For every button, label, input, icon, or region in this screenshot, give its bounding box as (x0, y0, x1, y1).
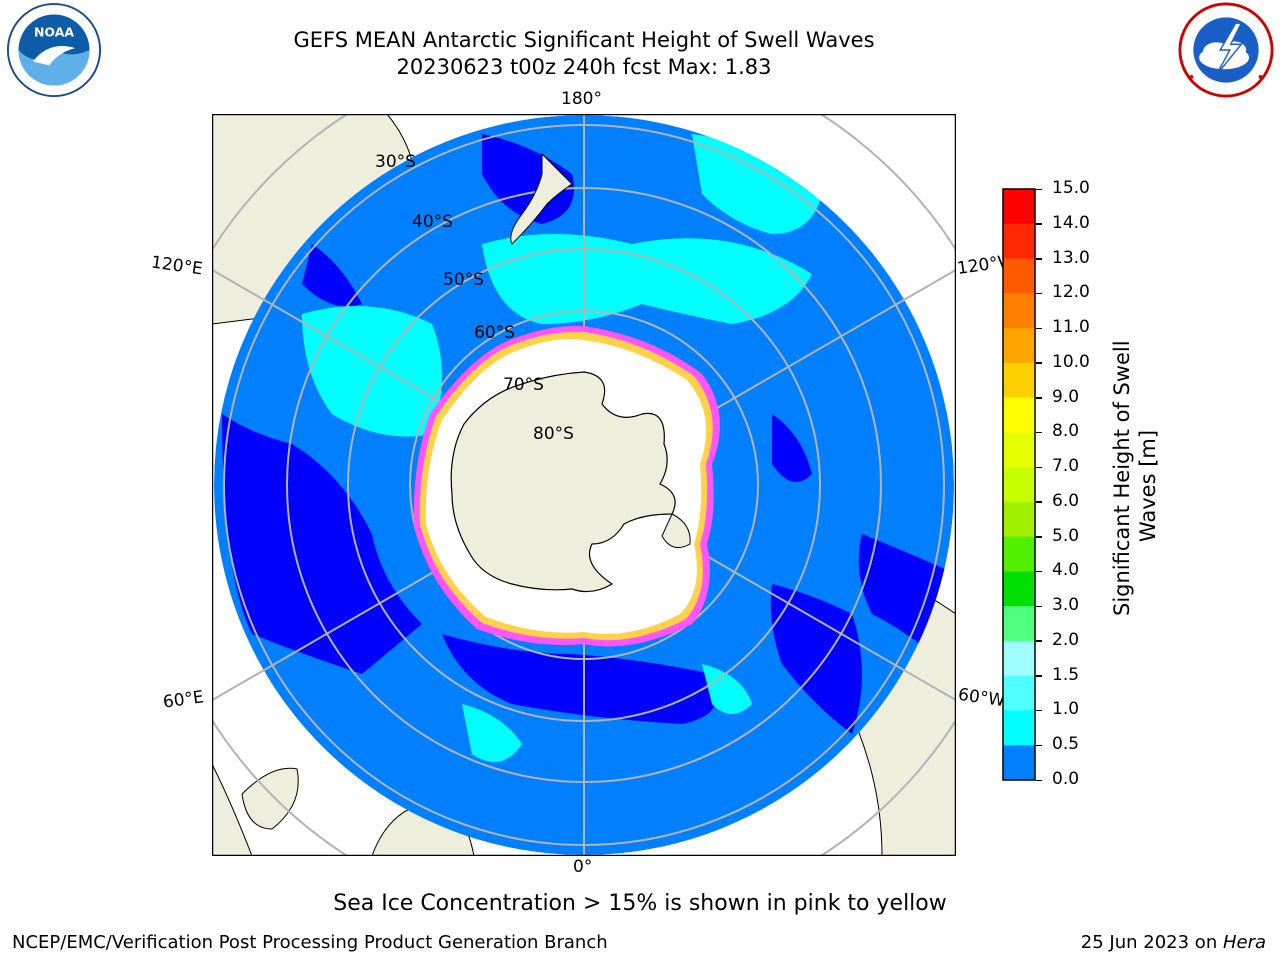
colorbar-tick-mark (1036, 605, 1042, 608)
colorbar-label-line2: Waves [m] (1136, 429, 1160, 543)
noaa-logo-icon: NOAA (6, 2, 102, 98)
colorbar-tick-mark (1036, 536, 1042, 538)
colorbar-tick-label: 7.0 (1052, 456, 1080, 477)
colorbar-swatch (1003, 640, 1035, 677)
colorbar-tick-mark (1036, 292, 1042, 295)
lon-label-180: 180° (561, 89, 602, 109)
colorbar-tick-mark (1036, 362, 1042, 364)
lat-label-70s: 70°S (503, 375, 544, 395)
colorbar-label: Significant Height of Swell Waves [m] (1109, 340, 1161, 616)
colorbar-tick-mark (1036, 397, 1042, 399)
noaa-logo-text: NOAA (34, 25, 74, 40)
polar-map (212, 114, 956, 856)
colorbar-tick-label: 0.0 (1052, 769, 1080, 789)
colorbar-tick-label: 0.5 (1052, 734, 1080, 755)
colorbar-tick-label: 13.0 (1052, 247, 1090, 268)
colorbar-tick-label: 1.0 (1052, 699, 1080, 720)
colorbar-label-line1: Significant Height of Swell (1110, 340, 1134, 616)
colorbar-tick-mark (1036, 327, 1042, 330)
colorbar-tick-label: 10.0 (1052, 351, 1090, 372)
antarctica-land (450, 371, 676, 593)
lon-label-60w: 60°W (956, 684, 1007, 712)
lon-label-0: 0° (573, 857, 593, 877)
map-title: GEFS MEAN Antarctic Significant Height o… (293, 28, 875, 52)
colorbar (1002, 188, 1036, 781)
colorbar-tick-label: 2.0 (1052, 629, 1080, 650)
low-swell-region (442, 634, 718, 724)
colorbar-tick-mark (1036, 640, 1042, 642)
map-frame (212, 114, 956, 856)
colorbar-swatch (1003, 745, 1035, 781)
lon-label-60e: 60°E (161, 687, 206, 713)
moderate-swell-region (692, 134, 822, 234)
colorbar-tick-mark (1036, 779, 1042, 781)
colorbar-swatch (1003, 397, 1035, 433)
colorbar-tick-mark (1036, 709, 1042, 712)
colorbar-tick-mark (1036, 675, 1042, 677)
moderate-swell-region (302, 306, 442, 437)
map-subtitle: 20230623 t00z 240h fcst Max: 1.83 (396, 55, 772, 79)
colorbar-tick-label: 4.0 (1052, 560, 1080, 581)
colorbar-tick-mark (1036, 501, 1042, 503)
antarctic-peninsula-land (661, 513, 691, 549)
colorbar-swatch (1003, 606, 1035, 642)
colorbar-swatch (1003, 258, 1035, 294)
colorbar-swatch (1003, 328, 1035, 364)
colorbar-tick-label: 6.0 (1052, 490, 1080, 511)
colorbar-tick-label: 11.0 (1052, 317, 1090, 338)
colorbar-swatch (1003, 223, 1035, 260)
colorbar-tick-label: 8.0 (1052, 421, 1080, 442)
colorbar-tick-label: 14.0 (1052, 212, 1090, 233)
madagascar-land (241, 767, 299, 830)
moderate-swell-region (462, 704, 522, 762)
footer-date-text: 25 Jun 2023 on (1080, 932, 1223, 953)
lat-label-50s: 50°S (443, 270, 484, 290)
colorbar-tick-mark (1036, 466, 1042, 469)
low-swell-region (772, 414, 812, 482)
colorbar-swatch (1003, 362, 1035, 399)
new-zealand-land (510, 152, 573, 245)
colorbar-swatch (1003, 536, 1035, 572)
low-swell-region (482, 134, 574, 224)
lat-label-60s: 60°S (474, 323, 515, 343)
colorbar-tick-mark (1036, 431, 1042, 434)
moderate-swell-region (482, 234, 812, 324)
low-swell-region (302, 244, 362, 307)
footer-machine: Hera (1222, 932, 1266, 953)
lat-label-40s: 40°S (412, 212, 453, 232)
colorbar-tick-label: 3.0 (1052, 595, 1080, 616)
colorbar-swatch (1003, 293, 1035, 329)
lon-label-120e: 120°E (149, 252, 204, 280)
colorbar-tick-label: 12.0 (1052, 282, 1090, 303)
colorbar-tick-mark (1036, 223, 1042, 225)
lat-label-80s: 80°S (533, 424, 574, 444)
colorbar-swatch (1003, 189, 1035, 225)
footer-date: 25 Jun 2023 on Hera (1081, 932, 1266, 953)
colorbar-tick-mark (1036, 188, 1042, 190)
low-swell-region (770, 584, 862, 734)
nws-logo-icon (1178, 2, 1274, 98)
moderate-swell-region (702, 664, 752, 714)
colorbar-swatch (1003, 571, 1035, 607)
colorbar-tick-label: 1.5 (1052, 664, 1080, 685)
colorbar-tick-mark (1036, 744, 1042, 747)
colorbar-tick-label: 15.0 (1052, 178, 1090, 198)
colorbar-tick-label: 9.0 (1052, 386, 1080, 407)
colorbar-swatch (1003, 432, 1035, 468)
footer-branch: NCEP/EMC/Verification Post Processing Pr… (12, 932, 608, 953)
colorbar-swatch (1003, 501, 1035, 538)
colorbar-tick-mark (1036, 258, 1042, 260)
colorbar-swatch (1003, 675, 1035, 711)
colorbar-swatch (1003, 467, 1035, 503)
lat-label-30s: 30°S (375, 152, 416, 172)
colorbar-tick-mark (1036, 570, 1042, 573)
low-swell-region (222, 414, 422, 674)
sea-ice-note: Sea Ice Concentration > 15% is shown in … (333, 891, 947, 916)
colorbar-tick-label: 5.0 (1052, 525, 1080, 546)
colorbar-swatch (1003, 710, 1035, 746)
